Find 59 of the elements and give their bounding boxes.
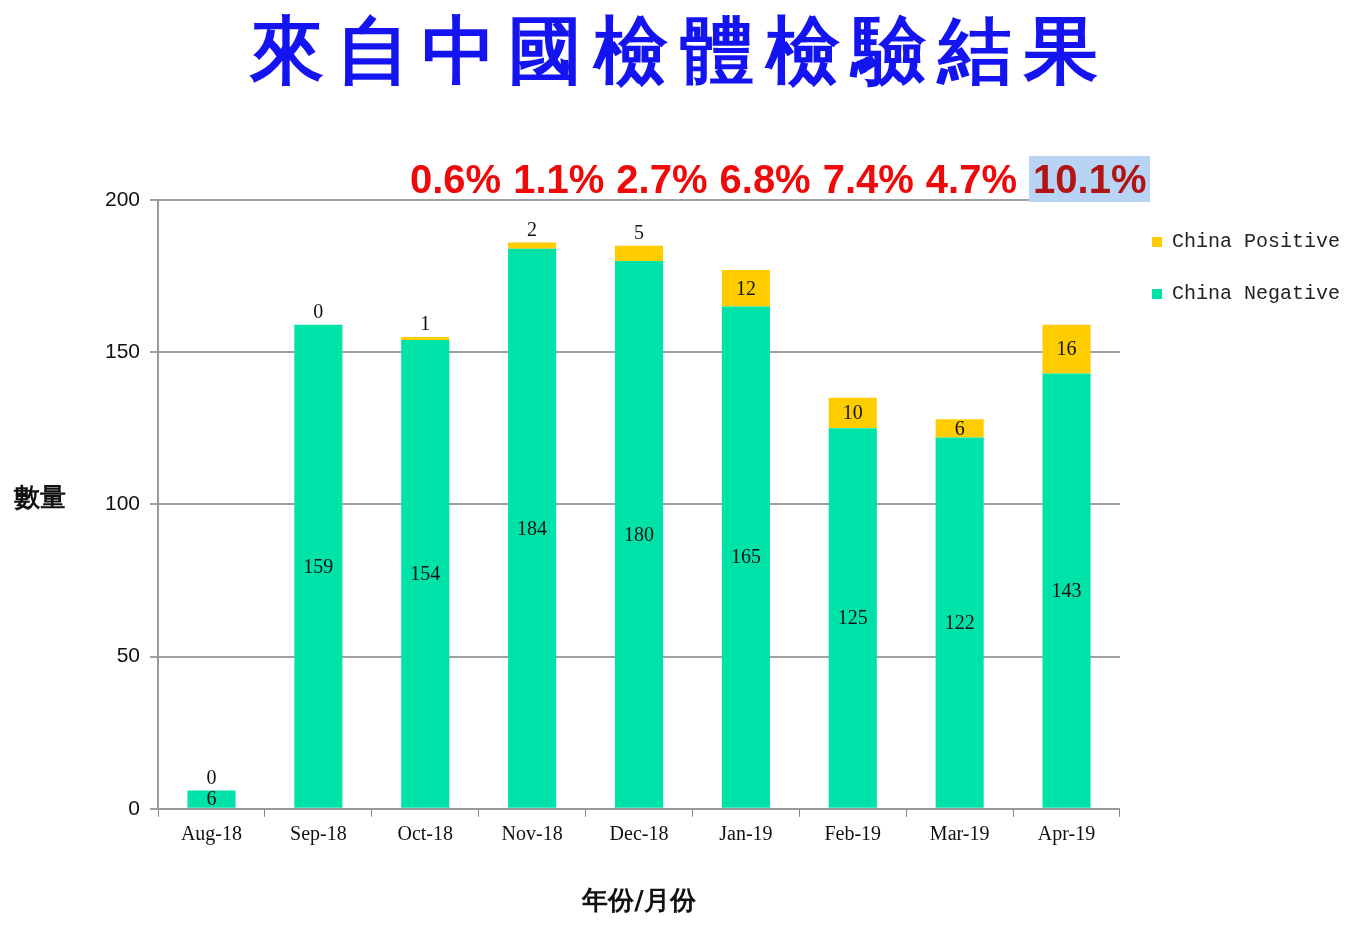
annotation: 7.4% — [822, 156, 914, 202]
data-label: 1 — [420, 312, 431, 335]
x-tick-label: Feb-19 — [824, 822, 882, 845]
y-tick-label: 200 — [104, 186, 141, 210]
x-axis-title: 年份/月份 — [581, 885, 697, 916]
data-label: 0 — [206, 765, 217, 788]
data-label: 12 — [735, 276, 756, 299]
data-label: 6 — [206, 787, 217, 810]
bar — [187, 790, 236, 808]
x-tick-label: Jan-19 — [719, 822, 773, 845]
data-label: 6 — [954, 416, 965, 439]
y-tick-label: 0 — [128, 795, 141, 819]
data-label: 154 — [410, 562, 441, 585]
bar — [721, 270, 770, 307]
bar — [1042, 373, 1091, 808]
bar — [508, 242, 557, 249]
x-tick-label: Dec-18 — [609, 822, 669, 845]
bar — [935, 437, 984, 808]
data-label: 180 — [624, 522, 655, 545]
bar — [614, 245, 664, 261]
x-tick-label: Apr-19 — [1037, 822, 1096, 846]
data-label: 184 — [517, 516, 548, 539]
annotation: 6.8% — [719, 156, 811, 202]
data-label: 165 — [730, 545, 761, 568]
x-tick-label: Aug-18 — [180, 822, 243, 846]
bar — [828, 428, 877, 808]
legend-label: China Negative — [1171, 282, 1340, 306]
y-tick-label: 100 — [104, 491, 141, 515]
annotation: 4.7% — [925, 156, 1018, 202]
data-label: 0 — [313, 300, 324, 323]
bar — [614, 260, 664, 808]
x-tick-label: Mar-19 — [929, 822, 990, 845]
data-label: 143 — [1051, 578, 1082, 601]
data-label: 16 — [1056, 337, 1077, 360]
data-label: 159 — [303, 554, 334, 577]
bar — [828, 397, 877, 429]
annotation: 0.6% — [410, 156, 502, 202]
annotation: 1.1% — [513, 156, 605, 202]
y-axis-title: 數量 — [14, 481, 66, 514]
bar — [721, 306, 770, 808]
x-tick-label: Oct-18 — [397, 822, 454, 845]
legend-label: China Positive — [1171, 230, 1340, 254]
data-label: 5 — [634, 220, 645, 243]
data-label: 122 — [944, 610, 975, 633]
bar — [1042, 324, 1091, 374]
bar — [294, 324, 343, 808]
bar — [401, 340, 450, 808]
data-label: 10 — [842, 401, 863, 424]
annotation: 10.1% — [1029, 156, 1151, 202]
y-tick-label: 150 — [104, 339, 141, 362]
data-label: 2 — [527, 217, 538, 240]
x-tick-label: Sep-18 — [290, 822, 347, 846]
data-label: 125 — [837, 606, 868, 629]
annotation: 2.7% — [616, 156, 708, 202]
bar — [508, 248, 557, 808]
x-tick-label: Nov-18 — [501, 822, 563, 845]
bar — [401, 336, 450, 341]
y-tick-label: 50 — [116, 643, 141, 667]
chart-title: 來自中國檢體檢驗結果 — [248, 6, 1111, 95]
